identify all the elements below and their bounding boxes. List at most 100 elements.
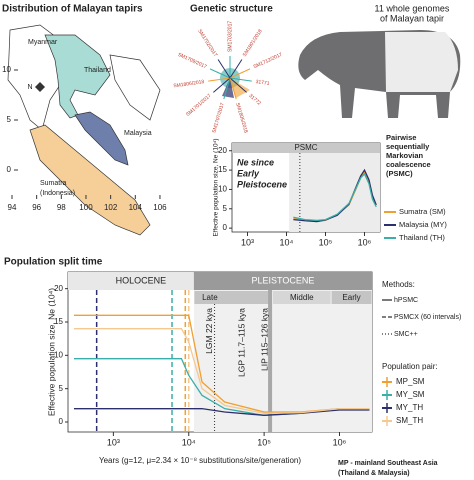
- x-tick-label: 10⁵: [319, 237, 333, 247]
- annotation: Ne since: [237, 157, 274, 167]
- compass: [35, 82, 45, 92]
- footnote: MP - mainland Southeast Asia: [338, 460, 438, 467]
- event-label: LIP 115–126 kya: [259, 308, 269, 371]
- period-label: HOLOCENE: [116, 275, 167, 285]
- y-tick-label: 15: [218, 165, 227, 174]
- side-label: Pairwise: [386, 133, 416, 142]
- subperiod-band: [331, 291, 372, 304]
- region-sumatra: [29, 124, 151, 236]
- y-tick-label: 0: [59, 417, 64, 426]
- y-tick-label: 10: [54, 350, 63, 359]
- y-tick-label: 0: [223, 223, 228, 232]
- legend-label: Thailand (TH): [399, 233, 445, 242]
- legend-label: hPSMC: [394, 297, 418, 304]
- tree-branch: [208, 77, 231, 82]
- map-x-tick-label: 106: [153, 203, 167, 212]
- tree-branch: [223, 77, 231, 100]
- tree-tip-label: SM1701/2017: [185, 93, 213, 118]
- map-x-tick-label: 104: [129, 203, 143, 212]
- tree-tip-label: 31772: [247, 93, 262, 107]
- place-label: (Indonesia): [40, 190, 75, 197]
- side-label: (PSMC): [386, 169, 413, 178]
- legend-label: Sumatra (SM): [399, 207, 446, 216]
- legend-label: MY_SM: [396, 390, 425, 399]
- map-y-tick-label: 0: [7, 165, 12, 174]
- tree-tip-label: 31771: [255, 79, 270, 87]
- event-label: LGM 22 kya: [204, 308, 214, 354]
- map-x-tick-label: 96: [32, 203, 41, 212]
- subperiod-label: Late: [202, 293, 218, 302]
- series-line: [73, 408, 370, 416]
- y-tick-label: 15: [54, 317, 63, 326]
- side-label: coalescence: [386, 160, 431, 169]
- subperiod-label: Early: [342, 293, 360, 302]
- tree-tip-label: SM1702/2017: [196, 28, 218, 58]
- place-label: Thailand: [84, 67, 111, 74]
- tree-title: Genetic structure: [190, 4, 273, 15]
- map-x-tick-label: 102: [104, 203, 118, 212]
- map-title: Distribution of Malayan tapirs: [2, 4, 143, 15]
- tapir-caption: 11 whole genomes: [375, 3, 450, 13]
- tree-clade: [230, 78, 250, 98]
- x-tick-label: 10⁶: [358, 237, 372, 247]
- legend-title: Population pair:: [382, 362, 438, 371]
- y-axis-label: Effective population size, Ne (10⁴): [213, 138, 220, 236]
- annotation: Early: [237, 168, 260, 178]
- y-axis-label: Effective population size, Ne (10⁴): [46, 288, 56, 416]
- x-tick-label: 10³: [241, 237, 254, 247]
- series-line: [73, 328, 370, 414]
- map-x-tick-label: 98: [57, 203, 66, 212]
- land-indochina: [109, 54, 161, 121]
- tree-branch: [229, 77, 252, 82]
- tree-tip-label: SM1806/2018: [173, 79, 205, 89]
- legend-label: PSMCX (60 intervals): [394, 314, 461, 321]
- x-tick-label: 10⁴: [280, 237, 294, 247]
- region-malaysia: [74, 111, 129, 166]
- period-shade: [193, 290, 372, 432]
- tree-tip-label: SM1805/2018: [234, 102, 249, 134]
- tree-tip-label: SM1703/2017: [227, 21, 233, 52]
- tree-tip-label: SM1707/2017: [211, 102, 226, 134]
- tree-tip-label: SM1801/2018: [242, 28, 264, 58]
- header-band: [232, 143, 380, 153]
- tree-branch: [209, 68, 231, 79]
- legend-label: SMC++: [394, 331, 418, 338]
- shade: [289, 143, 380, 232]
- y-tick-label: 5: [59, 384, 64, 393]
- chart-title: Population split time: [4, 257, 103, 268]
- subperiod-band: [194, 291, 272, 304]
- y-tick-label: 20: [218, 146, 227, 155]
- tree-branch: [229, 77, 237, 100]
- compass-label: N: [27, 84, 32, 91]
- region-thailand: [44, 34, 111, 119]
- legend-label: MY_TH: [396, 403, 423, 412]
- panel-title: PSMC: [294, 143, 317, 152]
- x-tick-label: 10³: [107, 437, 120, 447]
- legend-label: Malaysia (MY): [399, 220, 447, 229]
- tree-tip-label: SM1709/2017: [177, 52, 208, 70]
- tapir-saddle: [385, 32, 458, 92]
- place-label: Myanmar: [28, 39, 58, 46]
- map-y-tick-label: 5: [7, 115, 12, 124]
- x-axis-label: Years (g=12, μ=2.34 × 10⁻⁸ substitutions…: [99, 456, 301, 465]
- y-tick-label: 10: [218, 185, 227, 194]
- tree-branch: [229, 59, 243, 79]
- series-line: [293, 172, 377, 222]
- period-band: [193, 272, 372, 290]
- annotation: Pleistocene: [237, 179, 287, 189]
- period-band: [68, 272, 194, 290]
- tree-branch: [229, 77, 247, 93]
- tree-branch: [217, 59, 231, 79]
- map-x-tick-label: 94: [8, 203, 17, 212]
- x-tick-label: 10⁵: [257, 437, 271, 447]
- y-tick-label: 20: [54, 284, 63, 293]
- map-y-tick-label: 10: [2, 65, 11, 74]
- y-tick-label: 5: [223, 204, 228, 213]
- subperiod-label: Middle: [290, 293, 314, 302]
- x-tick-label: 10⁶: [333, 437, 347, 447]
- event-band: [268, 290, 273, 432]
- tree-branch: [213, 77, 231, 93]
- tree-tip-label: SM1712/2017: [253, 52, 284, 70]
- subperiod-band: [272, 291, 331, 304]
